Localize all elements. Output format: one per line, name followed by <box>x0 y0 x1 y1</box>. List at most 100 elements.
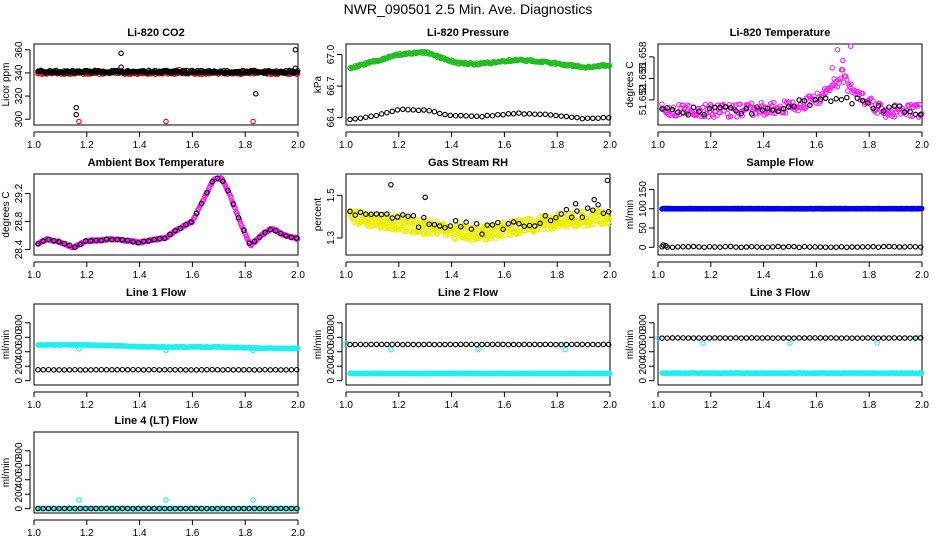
data-point <box>177 225 184 232</box>
data-point <box>690 243 697 250</box>
data-point <box>246 367 252 373</box>
data-point <box>214 367 221 373</box>
x-tick-label: 1.0 <box>27 528 41 539</box>
data-point <box>584 115 591 121</box>
y-tick-label: 800 <box>638 314 649 331</box>
data-point <box>452 218 459 224</box>
data-point <box>833 96 839 102</box>
y-tick-label: 29.2 <box>14 183 25 203</box>
data-point-outlier <box>163 118 169 125</box>
data-point <box>500 219 506 226</box>
data-point <box>664 105 670 111</box>
data-point <box>574 341 580 348</box>
data-point <box>124 237 131 243</box>
data-point <box>801 106 808 112</box>
data-point <box>368 341 374 348</box>
data-point <box>415 341 422 348</box>
y-axis-label: Licor ppm <box>1 63 12 107</box>
data-point <box>119 237 126 243</box>
data-point <box>896 335 903 341</box>
data-point <box>193 367 200 373</box>
data-point <box>204 505 210 512</box>
data-point <box>828 335 834 341</box>
y-tick-label: 0 <box>638 377 649 383</box>
data-point <box>738 110 744 117</box>
data-point <box>574 114 580 121</box>
page-title: NWR_090501 2.5 Min. Ave. Diagnostics <box>343 1 593 17</box>
data-point <box>659 335 665 341</box>
x-tick-label: 1.8 <box>862 270 876 281</box>
data-point <box>167 231 173 238</box>
data-point <box>447 223 454 229</box>
data-point <box>706 243 713 250</box>
y-tick-label: 0 <box>638 244 649 250</box>
data-point <box>394 107 401 113</box>
x-tick-label: 1.4 <box>757 140 771 151</box>
data-point-outlier <box>604 177 611 184</box>
x-tick-label: 1.2 <box>392 140 406 151</box>
panel-line-3-flow: Line 3 Flow 1.0 1.2 1.4 1.6 1.8 2.0 0 200 400 600… <box>624 287 936 417</box>
data-point <box>526 222 533 229</box>
data-point <box>262 505 268 512</box>
data-point <box>405 106 411 113</box>
data-point <box>865 100 871 106</box>
data-point <box>410 341 417 348</box>
x-tick-label: 1.0 <box>651 140 665 151</box>
data-point <box>595 202 601 208</box>
data-point <box>585 222 592 228</box>
data-point <box>283 505 289 512</box>
series-black <box>659 242 924 251</box>
data-point <box>283 233 289 239</box>
data-point <box>51 505 57 512</box>
data-point <box>72 244 78 251</box>
data-point <box>458 223 464 230</box>
data-point <box>389 341 395 348</box>
data-point <box>743 244 750 250</box>
x-tick-label: 1.6 <box>497 400 511 411</box>
data-point <box>368 211 374 218</box>
data-point <box>606 62 613 69</box>
x-tick-label: 2.0 <box>915 140 929 151</box>
y-tick-label: 600 <box>326 328 337 345</box>
panel-title: Line 4 (LT) Flow <box>114 415 198 427</box>
data-point <box>875 102 882 109</box>
data-point <box>72 505 78 512</box>
data-point <box>795 107 801 114</box>
data-point <box>551 225 558 231</box>
data-point <box>673 112 680 119</box>
data-point <box>246 505 252 512</box>
data-point-outlier <box>118 64 124 70</box>
data-point <box>584 205 591 211</box>
data-point <box>479 341 485 348</box>
data-point <box>837 75 844 82</box>
data-point <box>88 238 94 244</box>
data-point <box>204 189 210 196</box>
data-point-outlier <box>388 181 394 188</box>
data-point-outlier <box>163 347 169 354</box>
data-point <box>468 223 474 229</box>
data-point <box>880 335 887 341</box>
x-tick-label: 1.4 <box>445 400 459 411</box>
data-point <box>93 367 99 373</box>
data-point <box>357 341 364 348</box>
data-point <box>733 244 739 250</box>
x-tick-label: 2.0 <box>915 400 929 411</box>
data-point <box>495 341 501 348</box>
data-point <box>235 367 242 373</box>
data-point <box>156 505 163 512</box>
data-point <box>505 111 512 117</box>
data-point <box>717 335 723 341</box>
data-point <box>722 335 729 341</box>
data-point-outlier <box>250 347 256 354</box>
data-point-outlier <box>253 91 259 97</box>
data-point <box>489 112 496 119</box>
data-point <box>61 367 68 373</box>
data-point-outlier <box>847 43 854 49</box>
data-point <box>415 224 422 230</box>
data-point <box>436 110 443 117</box>
data-point <box>352 212 358 218</box>
data-point <box>801 97 808 104</box>
x-tick-label: 1.4 <box>757 400 771 411</box>
data-point <box>590 115 596 122</box>
